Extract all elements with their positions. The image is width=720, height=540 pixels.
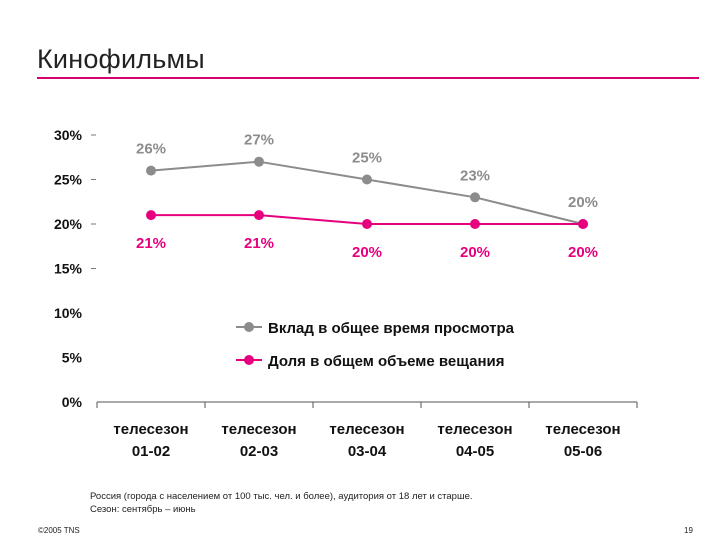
x-tick-label: телесезон (437, 421, 512, 438)
data-point (578, 219, 588, 229)
x-tick-label: телесезон (329, 421, 404, 438)
x-tick-label: 05-06 (564, 443, 602, 460)
footnote-line-1: Россия (города с населением от 100 тыс. … (90, 491, 473, 502)
data-point (146, 210, 156, 221)
x-tick-label: 03-04 (348, 443, 387, 460)
copyright: ©2005 TNS (38, 526, 80, 535)
data-label: 20% (568, 194, 598, 211)
y-tick-label: 20% (54, 216, 83, 232)
data-label: 20% (568, 244, 598, 261)
data-point (362, 174, 372, 185)
page-title: Кинофильмы (37, 44, 205, 74)
data-point (362, 219, 372, 229)
data-label: 27% (244, 132, 274, 149)
data-label: 21% (244, 235, 274, 252)
data-label: 26% (136, 141, 166, 158)
x-tick-label: 01-02 (132, 443, 170, 460)
data-point (254, 156, 264, 167)
x-tick-label: 04-05 (456, 443, 494, 460)
data-point (470, 219, 480, 229)
page-number: 19 (684, 526, 693, 535)
data-label: 23% (460, 167, 490, 184)
x-tick-label: 02-03 (240, 443, 278, 460)
x-tick-label: телесезон (545, 421, 620, 438)
data-label: 20% (460, 244, 490, 261)
y-tick-label: 25% (54, 172, 83, 188)
y-tick-label: 0% (62, 394, 83, 410)
data-point (470, 192, 480, 203)
data-label: 25% (352, 150, 382, 167)
x-tick-label: телесезон (221, 421, 296, 438)
x-tick-label: телесезон (113, 421, 188, 438)
legend-label: Доля в общем объеме вещания (268, 353, 504, 370)
y-tick-label: 5% (62, 350, 83, 366)
data-point (146, 165, 156, 176)
legend-swatch-marker (244, 355, 254, 365)
footnote: Россия (города с населением от 100 тыс. … (90, 490, 473, 516)
y-tick-label: 30% (54, 127, 83, 143)
legend-label: Вклад в общее время просмотра (268, 320, 515, 337)
title-underline (37, 77, 699, 79)
legend-swatch-marker (244, 322, 254, 332)
y-tick-label: 10% (54, 305, 83, 321)
y-tick-label: 15% (54, 261, 83, 277)
data-label: 20% (352, 244, 382, 261)
footnote-line-2: Сезон: сентябрь – июнь (90, 504, 196, 515)
data-point (254, 210, 264, 221)
data-label: 21% (136, 235, 166, 252)
